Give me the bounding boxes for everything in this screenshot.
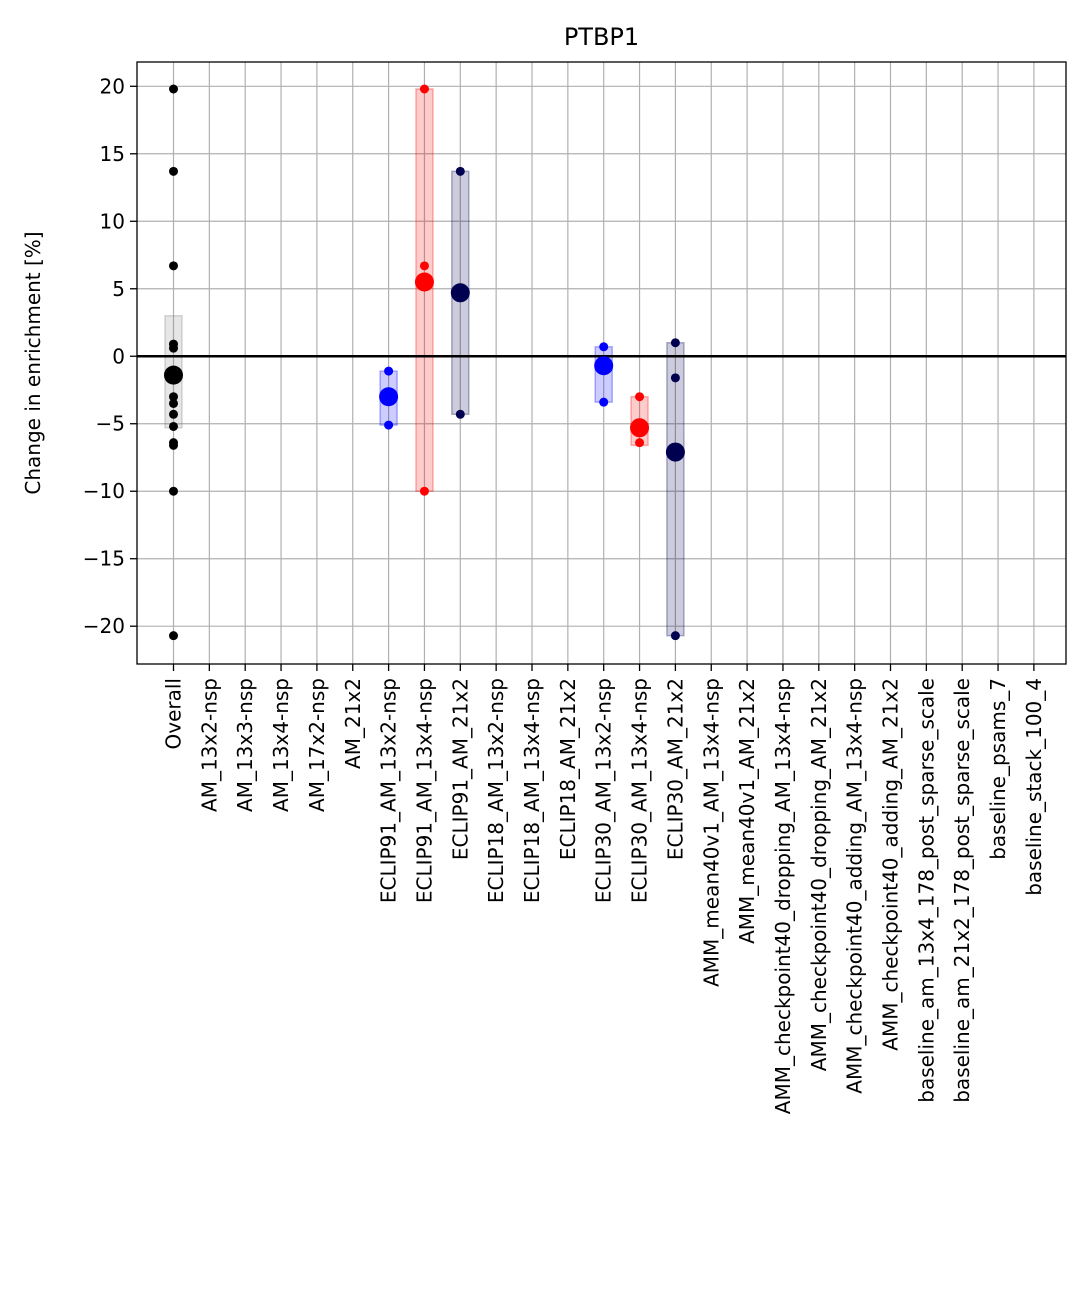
data-point — [169, 398, 178, 408]
data-point — [635, 438, 645, 448]
data-point — [169, 440, 178, 450]
data-point — [169, 421, 178, 431]
x-tick-label: AMM_checkpoint40_dropping_AM_21x2 — [807, 678, 831, 1071]
mean-marker — [665, 442, 685, 462]
data-point — [169, 409, 178, 419]
y-tick-label: 5 — [112, 277, 125, 301]
data-point — [169, 631, 178, 641]
x-tick-label: ECLIP91_AM_21x2 — [448, 678, 472, 860]
x-tick-label: AMM_checkpoint40_dropping_AM_13x4-nsp — [771, 678, 795, 1114]
data-point — [455, 166, 465, 176]
y-axis-label: Change in enrichment [%] — [21, 231, 45, 494]
y-tick-label: 20 — [100, 74, 125, 98]
x-tick-label: baseline_am_21x2_178_post_sparse_scale — [950, 678, 974, 1103]
data-point — [599, 397, 609, 407]
mean-marker — [414, 272, 434, 292]
x-tick-label: AMM_mean40v1_AM_21x2 — [735, 678, 759, 944]
y-tick-label: −20 — [83, 614, 125, 638]
data-point — [169, 343, 178, 353]
x-tick-label: AM_13x2-nsp — [197, 678, 221, 812]
x-tick-label: ECLIP18_AM_13x4-nsp — [520, 678, 544, 903]
y-tick-label: −15 — [83, 547, 125, 571]
mean-marker — [450, 283, 470, 303]
x-tick-label: AMM_checkpoint40_adding_AM_13x4-nsp — [843, 678, 867, 1094]
x-tick-label: baseline_psams_7 — [986, 678, 1010, 860]
x-tick-label: baseline_am_13x4_178_post_sparse_scale — [914, 678, 938, 1103]
data-point — [169, 261, 178, 271]
data-point — [670, 373, 680, 383]
y-tick-label: 0 — [112, 344, 125, 368]
x-tick-label: AM_13x4-nsp — [269, 678, 293, 812]
x-tick-label: ECLIP91_AM_13x2-nsp — [377, 678, 401, 903]
data-point — [384, 420, 394, 430]
x-tick-label: AM_21x2 — [341, 678, 365, 769]
x-tick-label: AM_13x3-nsp — [233, 678, 257, 812]
data-point — [419, 486, 429, 496]
y-tick-label: −10 — [83, 479, 125, 503]
range-band — [666, 342, 685, 637]
mean-marker — [379, 387, 399, 407]
mean-marker — [594, 356, 614, 376]
x-tick-label: baseline_stack_100_4 — [1022, 678, 1046, 896]
plot-frame — [136, 61, 1067, 665]
x-tick-label: ECLIP30_AM_21x2 — [663, 678, 687, 860]
x-tick-label: ECLIP91_AM_13x4-nsp — [412, 678, 436, 903]
x-tick-label: AM_17x2-nsp — [305, 678, 329, 812]
data-point — [169, 486, 178, 496]
mean-marker — [630, 418, 650, 438]
data-points — [164, 84, 685, 641]
x-tick-label: AMM_checkpoint40_adding_AM_21x2 — [879, 678, 903, 1051]
y-axis-ticks: 20 15 10 5 0 −5 −10 −15 −20 — [83, 74, 137, 638]
x-tick-label: ECLIP18_AM_21x2 — [556, 678, 580, 860]
x-tick-label: ECLIP30_AM_13x4-nsp — [628, 678, 652, 903]
data-point — [599, 342, 609, 352]
y-tick-label: 10 — [100, 209, 125, 233]
x-tick-label: ECLIP18_AM_13x2-nsp — [484, 678, 508, 903]
data-point — [169, 392, 178, 402]
y-tick-label: 15 — [100, 142, 125, 166]
data-point — [455, 409, 465, 419]
data-point — [670, 338, 680, 348]
data-point — [670, 631, 680, 641]
chart-title: PTBP1 — [564, 23, 639, 51]
data-point — [384, 366, 394, 376]
x-axis-ticks: Overall AM_13x2-nsp AM_13x3-nsp AM_13x4-nsp… — [162, 664, 1046, 1114]
data-point — [419, 84, 429, 94]
x-tick-label: Overall — [162, 678, 186, 749]
data-point — [635, 392, 645, 402]
data-point — [169, 84, 178, 94]
x-tick-label: ECLIP30_AM_13x2-nsp — [592, 678, 616, 903]
data-point — [419, 261, 429, 271]
y-tick-label: −5 — [96, 412, 125, 436]
x-tick-label: AMM_mean40v1_AM_13x4-nsp — [699, 678, 723, 987]
mean-marker — [164, 365, 183, 385]
data-point — [169, 166, 178, 176]
